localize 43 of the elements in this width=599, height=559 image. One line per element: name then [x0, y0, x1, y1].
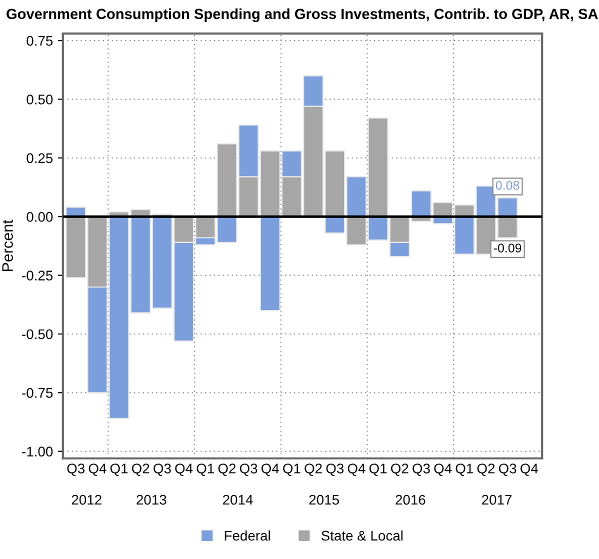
data-label: 0.08	[496, 180, 520, 190]
x-tick-label: Q1	[456, 464, 473, 476]
x-tick-label: Q4	[175, 464, 193, 476]
text: 2012	[72, 494, 102, 505]
bar	[260, 216, 280, 312]
x-tick-label: Q2	[304, 464, 322, 476]
x-tick-label: Q3	[412, 464, 430, 476]
x-tick-label: Q4	[348, 464, 366, 476]
legend-label: Federal	[224, 530, 270, 541]
chart-title: Government Consumption Spending and Gross Investments, Contrib. to GDP, AR, SA	[6, 8, 598, 22]
x-tick-label: Q4	[520, 464, 538, 476]
x-tick-label: Q2	[391, 464, 408, 476]
y-tick-label: -1.00	[22, 446, 53, 457]
y-tick-label: 0.00	[26, 212, 53, 222]
legend-label: State & Local	[321, 530, 403, 541]
text: 2013	[136, 494, 166, 505]
text: 2016	[396, 494, 426, 505]
x-tick-label: Q2	[132, 464, 150, 476]
x-tick-label: Q1	[196, 464, 214, 476]
x-tick-label: Q4	[262, 464, 279, 476]
y-tick-label: -0.50	[22, 329, 53, 340]
x-tick-label: Q1	[110, 464, 128, 476]
x-tick-label: Q3	[67, 464, 84, 476]
data-label: -0.09	[494, 244, 522, 252]
y-tick-label: -0.75	[22, 388, 53, 398]
text: 2015	[309, 494, 339, 505]
x-tick-label: Q3	[154, 464, 171, 476]
x-tick-label: Q3	[326, 464, 344, 476]
x-tick-label: Q2	[218, 464, 236, 476]
x-tick-label: Q1	[283, 464, 300, 476]
x-tick-label: Q4	[434, 464, 452, 476]
y-tick-label: -0.25	[22, 270, 53, 280]
x-tick-label: Q3	[240, 464, 258, 476]
text: 2014	[222, 494, 253, 505]
x-tick-label: Q4	[88, 464, 106, 476]
y-tick-label: 0.25	[26, 153, 53, 164]
x-tick-label: Q3	[498, 464, 516, 476]
y-tick-label: 0.50	[26, 94, 53, 104]
y-axis-title: Percent	[2, 220, 13, 272]
x-tick-label: Q2	[477, 464, 495, 476]
x-tick-label: Q1	[369, 464, 387, 476]
y-tick-label: 0.75	[26, 36, 53, 46]
text: 2017	[482, 494, 512, 505]
